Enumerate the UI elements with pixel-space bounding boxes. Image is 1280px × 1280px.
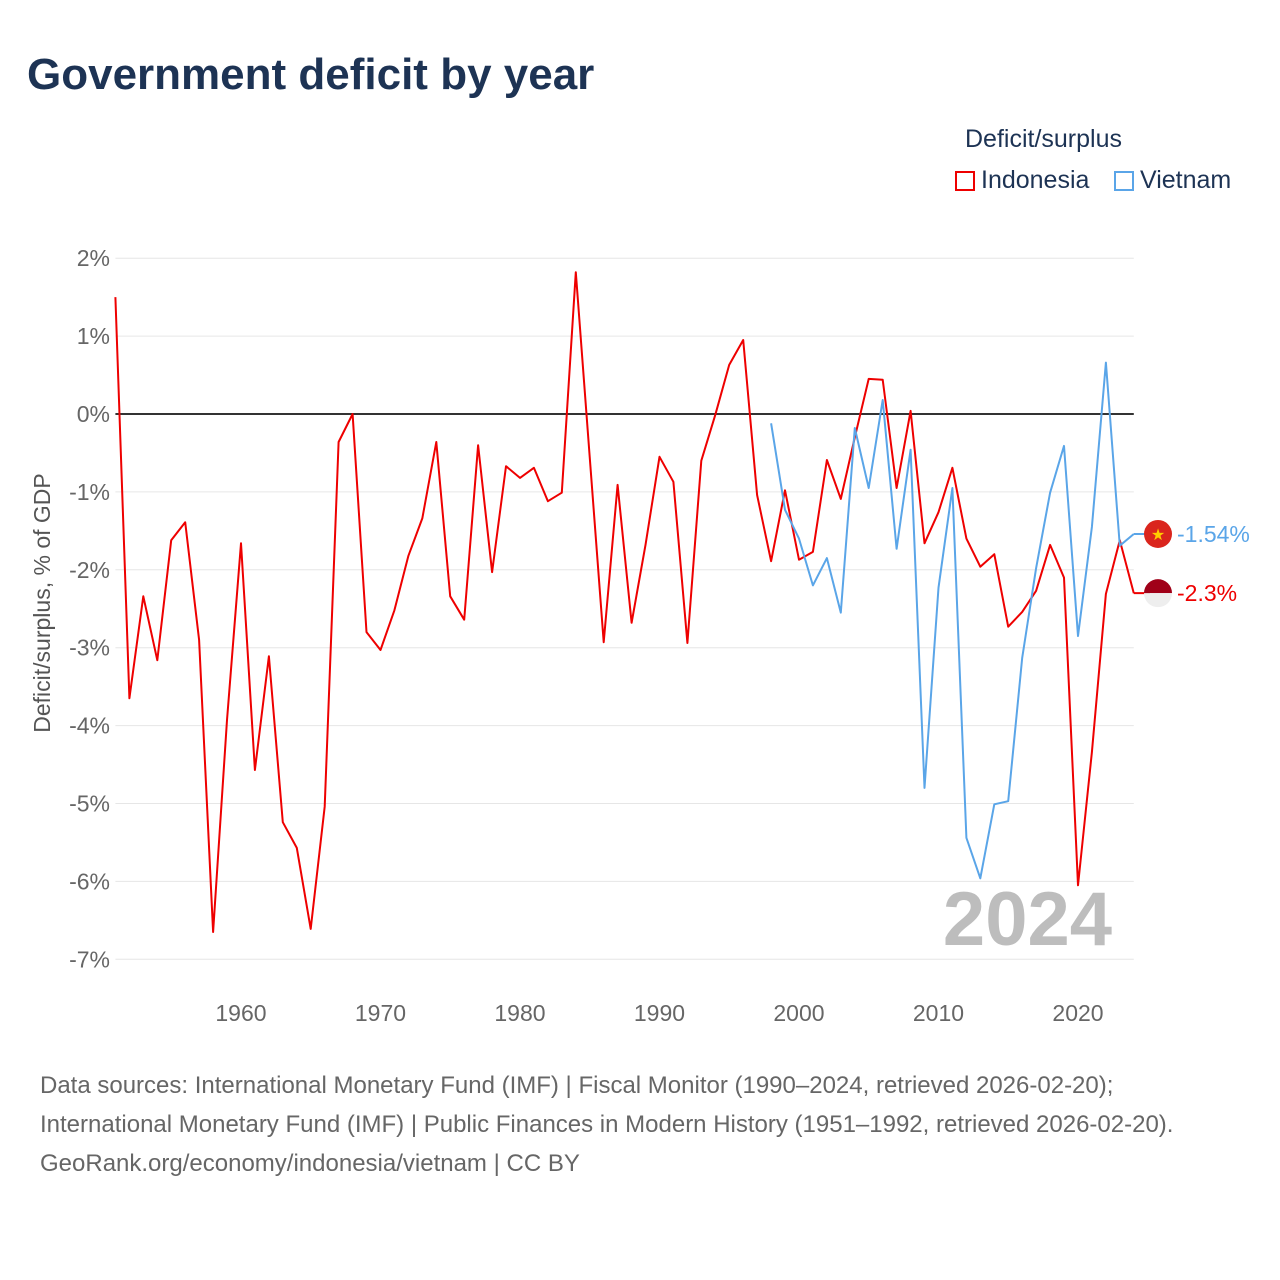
y-tick-label: 0% xyxy=(77,401,110,427)
legend-swatch-vietnam xyxy=(1114,170,1134,191)
chart-title: Government deficit by year xyxy=(27,50,595,99)
flag-vietnam-icon xyxy=(1144,519,1172,548)
legend-label: Indonesia xyxy=(981,166,1090,194)
legend-swatch-indonesia xyxy=(955,170,975,191)
legend-item-vietnam[interactable]: Vietnam xyxy=(1114,166,1231,195)
y-tick-label: -2% xyxy=(69,557,110,583)
y-tick-label: 2% xyxy=(77,245,110,271)
x-tick-label: 1970 xyxy=(355,1000,406,1026)
legend-item-indonesia[interactable]: Indonesia xyxy=(955,166,1089,195)
end-value-label: -1.54% xyxy=(1177,521,1250,547)
y-tick-label: -6% xyxy=(69,868,110,894)
flag-icon-vietnam: ★ xyxy=(1144,519,1172,548)
end-value-label: -2.3% xyxy=(1177,580,1237,606)
credit-link[interactable]: GeoRank.org/economy/indonesia/vietnam | … xyxy=(40,1150,580,1177)
x-tick-label: 1960 xyxy=(215,1000,266,1026)
x-tick-label: 2010 xyxy=(913,1000,964,1026)
footer: Data sources: International Monetary Fun… xyxy=(40,1066,1240,1183)
line-chart: Deficit/surplus, % of GDP 2024 2% 1% 0% -1%… xyxy=(29,245,1250,1026)
y-tick-label: -7% xyxy=(69,946,110,972)
x-tick-label: 1980 xyxy=(494,1000,545,1026)
year-watermark: 2024 xyxy=(943,877,1112,962)
series-line-vietnam xyxy=(770,361,1135,880)
x-tick-label: 1990 xyxy=(634,1000,685,1026)
y-tick-label: 1% xyxy=(77,323,110,349)
series-line-indonesia xyxy=(114,271,1135,933)
x-tick-label: 2020 xyxy=(1052,1000,1103,1026)
y-tick-label: -5% xyxy=(69,791,110,817)
legend-label: Vietnam xyxy=(1140,166,1232,194)
y-tick-label: -1% xyxy=(69,479,110,505)
legend-title: Deficit/surplus xyxy=(965,125,1122,153)
y-axis-label: Deficit/surplus, % of GDP xyxy=(29,473,55,732)
y-tick-label: -4% xyxy=(69,713,110,739)
y-tick-label: -3% xyxy=(69,635,110,661)
star-icon: ★ xyxy=(1151,527,1165,544)
flag-icon-indonesia xyxy=(1144,579,1172,608)
x-tick-label: 2000 xyxy=(773,1000,824,1026)
data-sources: Data sources: International Monetary Fun… xyxy=(40,1072,1174,1138)
flag-indonesia-bottom-icon xyxy=(1144,593,1172,608)
flag-indonesia-top-icon xyxy=(1144,579,1172,594)
